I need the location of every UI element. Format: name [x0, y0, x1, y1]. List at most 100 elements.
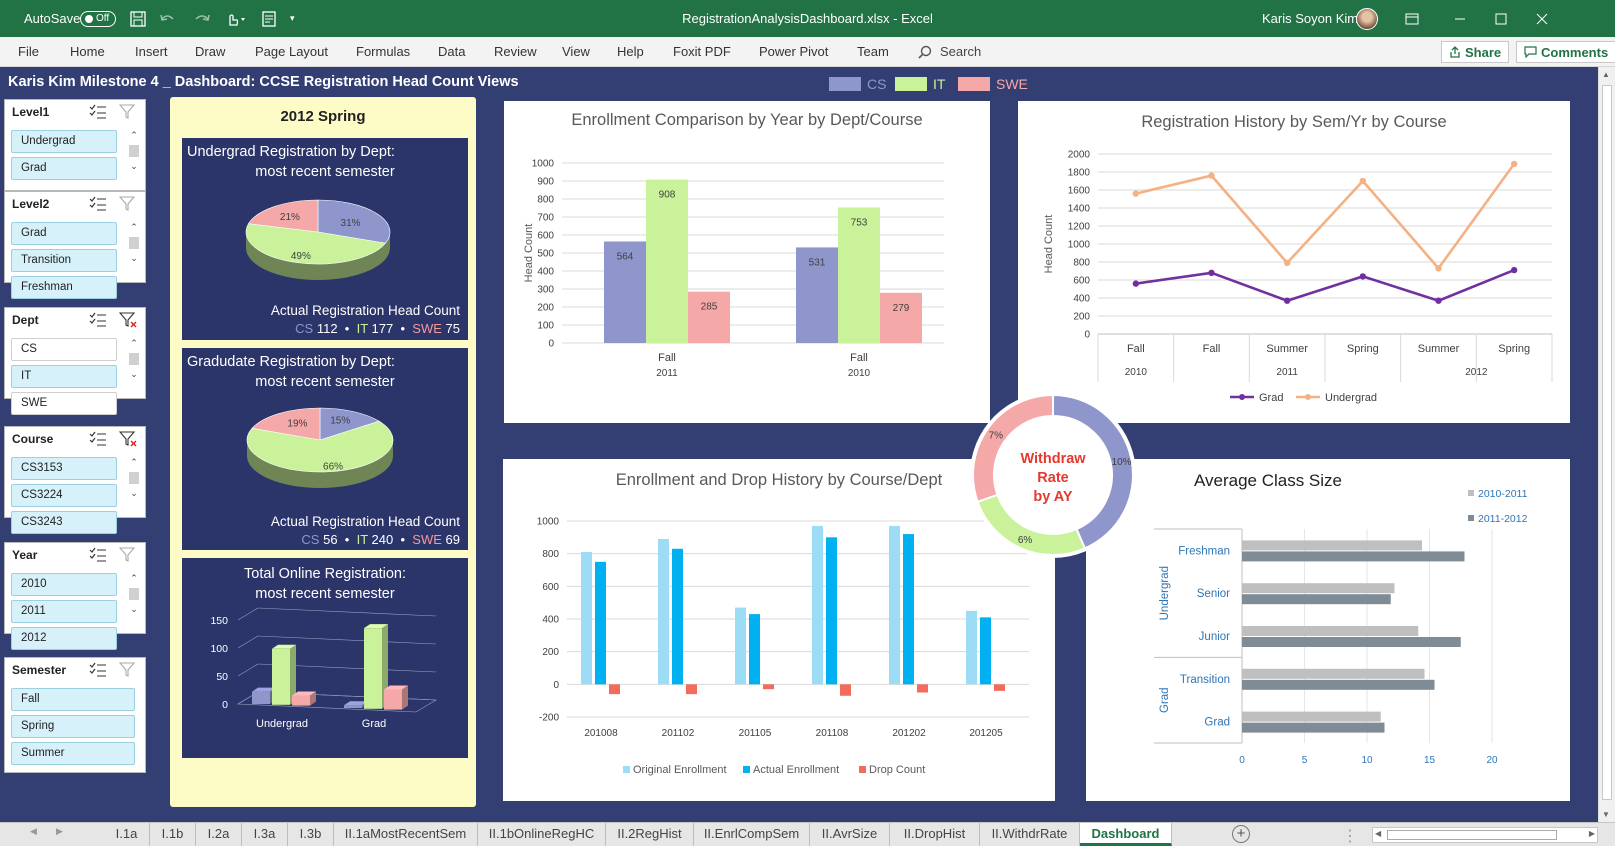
slicer-item-summer[interactable]: Summer	[11, 742, 135, 765]
sheet-tab-ii-1amostrecentsem[interactable]: II.1aMostRecentSem	[334, 823, 478, 846]
slicer-item-grad[interactable]: Grad	[11, 157, 117, 180]
scroll-down-icon[interactable]: ⌄	[130, 161, 138, 171]
sheet-tab-i-2a[interactable]: I.2a	[196, 823, 242, 846]
slicer-scroll-thumb[interactable]	[129, 588, 139, 600]
scroll-up-icon[interactable]: ⌃	[130, 130, 138, 140]
tab-data[interactable]: Data	[438, 44, 466, 59]
tab-foxit-pdf[interactable]: Foxit PDF	[673, 44, 731, 59]
clear-filter-icon[interactable]	[119, 547, 137, 563]
multi-select-icon[interactable]	[89, 547, 107, 563]
slicer-scroll-thumb[interactable]	[129, 472, 139, 484]
tab-scroll-right-icon[interactable]: ▶	[56, 826, 63, 836]
autosave-toggle[interactable]: Off	[80, 0, 116, 37]
slicer-item-cs3153[interactable]: CS3153	[11, 457, 117, 480]
horizontal-scroll-thumb[interactable]	[1387, 830, 1557, 840]
scroll-down-icon[interactable]: ⌄	[130, 253, 138, 263]
scroll-down-icon[interactable]: ▼	[1602, 810, 1610, 819]
sheet-tab-i-3b[interactable]: I.3b	[288, 823, 334, 846]
clear-filter-icon[interactable]	[119, 431, 137, 447]
slicer-item-freshman[interactable]: Freshman	[11, 276, 117, 299]
sheet-tab-ii-drophist[interactable]: II.DropHist	[890, 823, 980, 846]
slicer-item-grad[interactable]: Grad	[11, 222, 117, 245]
slicer-item-undergrad[interactable]: Undergrad	[11, 130, 117, 153]
horizontal-scrollbar[interactable]: ◀ ▶	[1372, 827, 1598, 843]
slicer-item-2010[interactable]: 2010	[11, 573, 117, 596]
add-sheet-icon[interactable]: +	[1232, 825, 1250, 843]
slicer-scroll-thumb[interactable]	[129, 237, 139, 249]
avatar[interactable]	[1356, 0, 1378, 37]
slicer-scroll-thumb[interactable]	[129, 145, 139, 157]
slicer-scrollbar[interactable]: ⌃ ⌄	[127, 130, 141, 188]
tab-scroll-left-icon[interactable]: ◀	[30, 826, 37, 836]
tab-draw[interactable]: Draw	[195, 44, 226, 59]
slicer-item-cs3224[interactable]: CS3224	[11, 484, 117, 507]
sheet-tab-dashboard[interactable]: Dashboard	[1080, 823, 1172, 846]
scroll-up-icon[interactable]: ⌃	[130, 573, 138, 583]
multi-select-icon[interactable]	[89, 312, 107, 328]
scroll-up-icon[interactable]: ⌃	[130, 222, 138, 232]
scroll-up-icon[interactable]: ⌃	[130, 457, 138, 467]
scroll-up-icon[interactable]: ⌃	[130, 338, 138, 348]
search-box[interactable]: Search	[918, 37, 981, 67]
tab-splitter[interactable]: ⋮	[1342, 828, 1358, 845]
share-button[interactable]: Share	[1441, 41, 1510, 63]
multi-select-icon[interactable]	[89, 104, 107, 120]
slicer-item-cs3243[interactable]: CS3243	[11, 511, 117, 534]
slicer-item-2012[interactable]: 2012	[11, 627, 117, 650]
scroll-down-icon[interactable]: ⌄	[130, 369, 138, 379]
tab-formulas[interactable]: Formulas	[356, 44, 411, 59]
vertical-scrollbar[interactable]: ▲ ▼	[1598, 67, 1615, 822]
slicer-item-spring[interactable]: Spring	[11, 715, 135, 738]
slicer-item-fall[interactable]: Fall	[11, 688, 135, 711]
sheet-tab-i-3a[interactable]: I.3a	[242, 823, 288, 846]
comments-button[interactable]: Comments	[1516, 41, 1615, 63]
sheet-tab-ii-1bonlinereghc[interactable]: II.1bOnlineRegHC	[478, 823, 606, 846]
multi-select-icon[interactable]	[89, 662, 107, 678]
save-icon[interactable]	[130, 0, 146, 37]
sheet-tab-i-1a[interactable]: I.1a	[104, 823, 150, 846]
slicer-scroll-thumb[interactable]	[129, 353, 139, 365]
scroll-up-icon[interactable]: ▲	[1602, 70, 1610, 79]
tab-power-pivot[interactable]: Power Pivot	[759, 44, 829, 59]
slicer-item-it[interactable]: IT	[11, 365, 117, 388]
maximize-icon[interactable]	[1495, 0, 1507, 37]
slicer-scrollbar[interactable]: ⌃ ⌄	[127, 222, 141, 280]
slicer-item-swe[interactable]: SWE	[11, 392, 117, 415]
scroll-right-icon[interactable]: ▶	[1588, 829, 1595, 838]
scroll-down-icon[interactable]: ⌄	[130, 488, 138, 498]
sheet-tab-ii-2reghist[interactable]: II.2RegHist	[606, 823, 694, 846]
tab-view[interactable]: View	[562, 44, 590, 59]
sheet-tab-i-1b[interactable]: I.1b	[150, 823, 196, 846]
tab-page-layout[interactable]: Page Layout	[255, 44, 329, 59]
slicer-scrollbar[interactable]: ⌃ ⌄	[127, 573, 141, 631]
clear-filter-icon[interactable]	[119, 312, 137, 328]
user-name[interactable]: Karis Soyon Kim	[1262, 11, 1359, 26]
touch-mode-icon[interactable]	[224, 0, 246, 37]
undo-icon[interactable]	[158, 0, 180, 37]
form-icon[interactable]	[262, 0, 276, 37]
clear-filter-icon[interactable]	[119, 196, 137, 212]
slicer-item-2011[interactable]: 2011	[11, 600, 117, 623]
redo-icon[interactable]	[192, 0, 214, 37]
customize-toolbar-icon[interactable]: ▾	[290, 13, 295, 23]
clear-filter-icon[interactable]	[119, 662, 137, 678]
clear-filter-icon[interactable]	[119, 104, 137, 120]
sheet-tab-ii-enrlcompsem[interactable]: II.EnrlCompSem	[694, 823, 810, 846]
slicer-scrollbar[interactable]: ⌃ ⌄	[127, 457, 141, 515]
tab-review[interactable]: Review	[494, 44, 537, 59]
sheet-tab-ii-withdrrate[interactable]: II.WithdrRate	[980, 823, 1080, 846]
multi-select-icon[interactable]	[89, 431, 107, 447]
tab-insert[interactable]: Insert	[135, 44, 168, 59]
tab-file[interactable]: File	[18, 44, 39, 59]
vertical-scroll-thumb[interactable]	[1602, 85, 1612, 800]
sheet-tab-ii-avrsize[interactable]: II.AvrSize	[810, 823, 890, 846]
ribbon-display-icon[interactable]	[1405, 0, 1419, 37]
tab-team[interactable]: Team	[857, 44, 889, 59]
close-icon[interactable]	[1536, 0, 1548, 37]
scroll-left-icon[interactable]: ◀	[1375, 829, 1382, 838]
minimize-icon[interactable]	[1454, 0, 1466, 37]
slicer-item-cs[interactable]: CS	[11, 338, 117, 361]
tab-help[interactable]: Help	[617, 44, 644, 59]
tab-home[interactable]: Home	[70, 44, 105, 59]
scroll-down-icon[interactable]: ⌄	[130, 604, 138, 614]
